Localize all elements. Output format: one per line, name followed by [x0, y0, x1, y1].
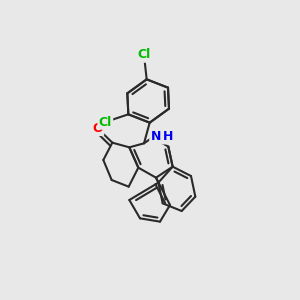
Text: N: N [151, 130, 161, 143]
Text: O: O [92, 122, 103, 135]
Text: H: H [163, 130, 173, 143]
Text: Cl: Cl [137, 49, 151, 62]
Text: Cl: Cl [99, 116, 112, 128]
